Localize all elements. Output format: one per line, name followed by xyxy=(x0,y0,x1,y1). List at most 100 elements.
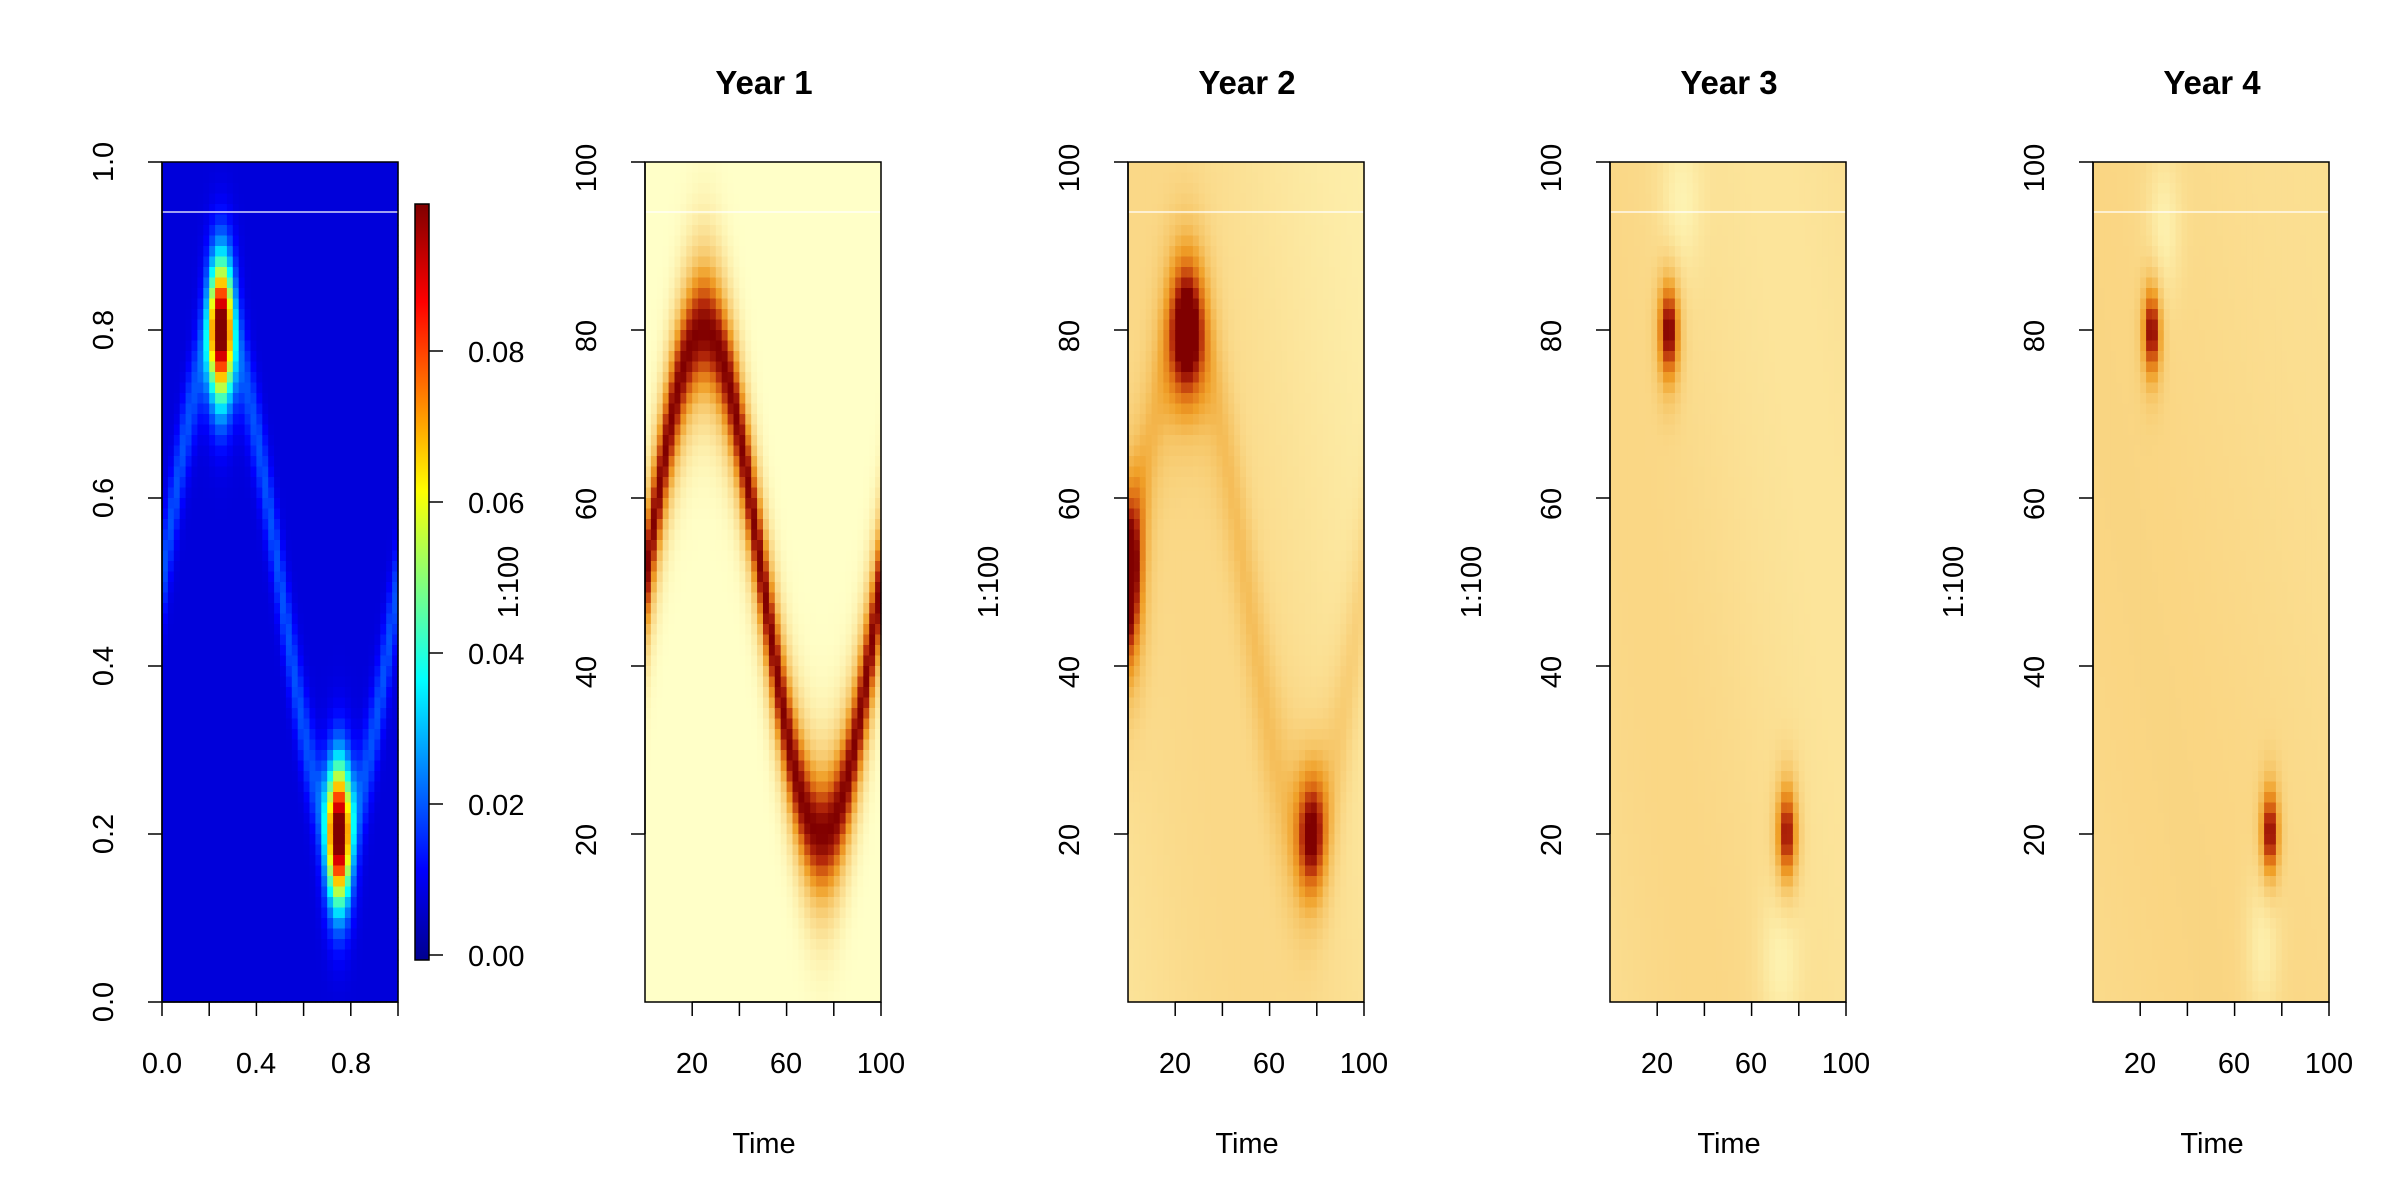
heatmap-cell xyxy=(203,582,210,594)
heatmap-cell xyxy=(250,918,257,930)
heatmap-cell xyxy=(368,519,375,531)
heatmap-cell xyxy=(350,529,358,541)
heatmap-cell xyxy=(362,939,370,951)
heatmap-cell xyxy=(362,288,370,300)
heatmap-cell xyxy=(203,246,210,258)
heatmap-cell xyxy=(380,739,387,751)
heatmap-cell xyxy=(392,666,399,678)
heatmap-cell xyxy=(303,687,311,699)
heatmap-cell xyxy=(238,624,246,636)
heatmap-cell xyxy=(739,582,746,594)
heatmap-cell xyxy=(368,729,375,741)
heatmap-cell xyxy=(362,487,370,499)
heatmap-cell xyxy=(321,403,328,415)
heatmap-cell xyxy=(709,592,717,604)
heatmap-cell xyxy=(291,498,299,510)
heatmap-cell xyxy=(179,351,187,363)
heatmap-cell xyxy=(392,214,399,226)
heatmap-cell xyxy=(274,750,281,762)
heatmap-cell xyxy=(333,183,340,195)
heatmap-cell xyxy=(321,718,328,730)
heatmap-cell xyxy=(244,697,252,709)
heatmap-cell xyxy=(309,372,316,384)
heatmap-cell xyxy=(745,886,752,898)
heatmap-cell xyxy=(197,970,204,982)
heatmap-cell xyxy=(715,529,723,541)
heatmap-cell xyxy=(362,466,370,478)
heatmap-cell xyxy=(327,372,334,384)
heatmap-cell xyxy=(285,435,293,447)
heatmap-cell xyxy=(268,561,275,573)
heatmap-cell xyxy=(274,949,281,961)
heatmap-cell xyxy=(686,697,693,709)
heatmap-cell xyxy=(386,792,393,804)
heatmap-cell xyxy=(698,928,705,940)
heatmap-cell xyxy=(721,655,729,667)
heatmap-cell xyxy=(733,624,740,636)
heatmap-cell xyxy=(309,550,316,562)
heatmap-cell xyxy=(333,949,340,961)
heatmap-cell xyxy=(197,477,204,489)
heatmap-cell xyxy=(692,718,699,730)
heatmap-cell xyxy=(704,687,711,699)
heatmap-cell xyxy=(668,855,676,867)
heatmap-cell xyxy=(232,729,240,741)
heatmap-cell xyxy=(745,907,752,919)
heatmap-cell xyxy=(268,991,275,1003)
heatmap-cell xyxy=(309,330,316,342)
heatmap-cell xyxy=(715,214,723,226)
heatmap-cell xyxy=(197,309,204,321)
heatmap-cell xyxy=(238,393,246,405)
heatmap-cell xyxy=(191,477,198,489)
heatmap-cell xyxy=(362,949,370,961)
heatmap-cell xyxy=(368,655,375,667)
heatmap-cell xyxy=(203,708,210,720)
heatmap-cell xyxy=(739,277,746,289)
heatmap-cell xyxy=(645,256,652,268)
heatmap-cell xyxy=(244,235,252,247)
heatmap-cell xyxy=(333,645,340,657)
heatmap-cell xyxy=(739,981,746,993)
heatmap-cell xyxy=(704,802,711,814)
heatmap-cell xyxy=(309,298,316,310)
heatmap-cell xyxy=(244,204,252,216)
heatmap-cell xyxy=(763,225,770,237)
heatmap-cell xyxy=(162,393,169,405)
heatmap-cell xyxy=(167,424,175,436)
heatmap-cell xyxy=(321,771,328,783)
heatmap-cell xyxy=(686,970,693,982)
heatmap-cell xyxy=(339,886,346,898)
heatmap-cell xyxy=(757,225,764,237)
heatmap-cell xyxy=(751,372,758,384)
heatmap-cell xyxy=(721,624,729,636)
heatmap-cell xyxy=(344,949,352,961)
heatmap-cell xyxy=(333,424,340,436)
heatmap-cell xyxy=(757,949,764,961)
heatmap-cell xyxy=(757,529,764,541)
heatmap-cell xyxy=(250,792,257,804)
heatmap-cell xyxy=(191,855,198,867)
heatmap-cell xyxy=(226,162,234,174)
heatmap-cell xyxy=(650,613,658,625)
heatmap-cell xyxy=(280,697,287,709)
heatmap-cell xyxy=(698,729,705,741)
heatmap-cell xyxy=(203,739,210,751)
heatmap-cell xyxy=(757,456,764,468)
heatmap-cell xyxy=(368,382,375,394)
heatmap-cell xyxy=(297,760,305,772)
heatmap-cell xyxy=(238,697,246,709)
heatmap-cell xyxy=(356,487,364,499)
heatmap-cell xyxy=(656,865,664,877)
heatmap-cell xyxy=(232,172,240,184)
heatmap-cell xyxy=(162,183,169,195)
heatmap-cell xyxy=(162,456,169,468)
heatmap-cell xyxy=(350,298,358,310)
heatmap-cell xyxy=(321,214,328,226)
heatmap-cell xyxy=(203,949,210,961)
heatmap-cell xyxy=(350,645,358,657)
heatmap-cell xyxy=(656,907,664,919)
heatmap-cell xyxy=(315,550,322,562)
heatmap-cell xyxy=(715,403,723,415)
heatmap-cell xyxy=(244,445,252,457)
heatmap-cell xyxy=(215,907,222,919)
